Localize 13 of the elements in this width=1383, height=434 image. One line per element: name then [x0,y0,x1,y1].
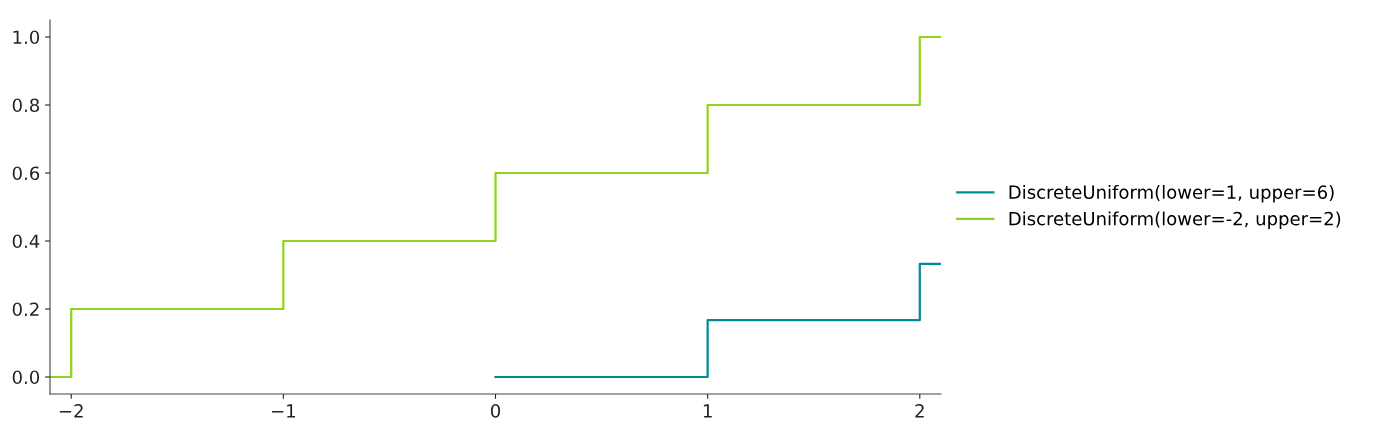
y-tick-label: 0.8 [12,98,40,113]
x-tick-label: 2 [915,404,924,418]
y-tick-label: 0.2 [12,302,39,317]
y-tick-label: 0.6 [12,166,40,181]
x-tick-label: 0 [490,404,501,418]
x-tick-label: 1 [703,404,712,418]
y-tick-label: 1.0 [13,30,40,45]
legend-label: DiscreteUniform(lower=-2, upper=2) [1009,211,1341,229]
y-tick-label: 0.4 [12,234,40,249]
x-tick-label: −2 [59,404,83,418]
x-tick-label: −1 [271,404,295,418]
legend-label: DiscreteUniform(lower=1, upper=6) [1009,185,1334,203]
y-tick-label: 0.0 [12,370,40,385]
